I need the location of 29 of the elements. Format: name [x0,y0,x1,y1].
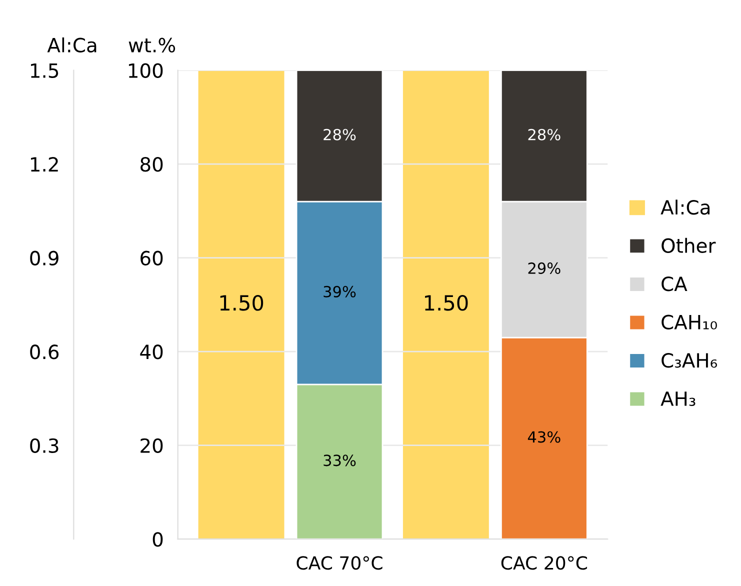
data-label: 1.50 [220,295,264,311]
y2-tick-label: 0.3 [30,438,58,454]
y-axis-title: wt.% [128,38,176,52]
legend-label: C₃AH₆ [662,353,717,368]
x-tick-label: CAC 70°C [296,556,382,570]
data-label: 39% [324,286,356,298]
y-tick-label: 0 [152,532,163,547]
legend-label: AH₃ [660,392,696,406]
y-tick-label: 20 [140,438,163,454]
legend-label: CA [662,276,688,292]
y-tick-label: 40 [140,344,163,360]
data-label: 28% [324,128,356,140]
data-label: 33% [324,454,356,466]
data-label: 29% [528,262,560,274]
data-label: 28% [528,128,560,140]
y2-tick-label: 0.6 [30,344,59,360]
y2-tick-label: 1.2 [31,157,58,172]
y2-tick-label: 0.9 [30,250,58,266]
legend-label: Other [662,238,716,253]
x-tick-label: CAC 20°C [501,556,587,570]
data-label: 43% [528,431,560,443]
y2-tick-label: 1.5 [31,64,58,78]
legend-label: Al:Ca [660,200,710,215]
y2-axis-title: Al:Ca [47,37,96,52]
data-label: 1.50 [425,295,468,311]
y-tick-label: 60 [140,250,163,266]
y-tick-label: 80 [140,157,163,172]
y-tick-label: 100 [128,63,163,78]
legend-label: CAH₁₀ [662,314,717,330]
